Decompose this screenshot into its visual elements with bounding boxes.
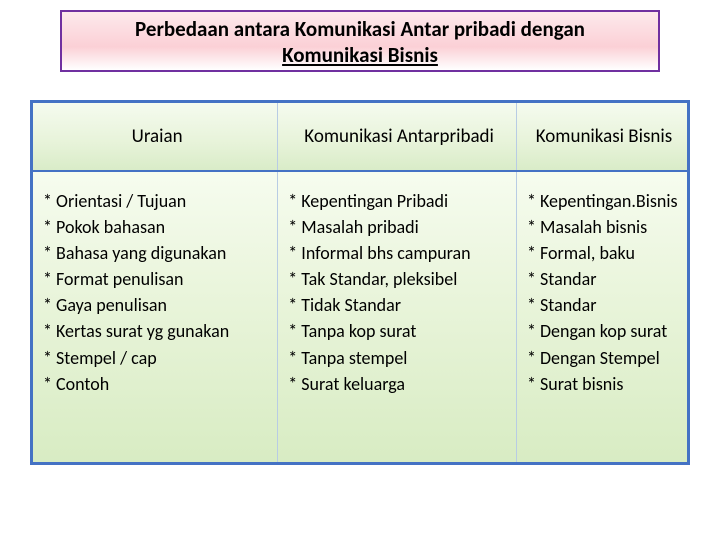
list-item: * Masalah bisnis bbox=[527, 214, 681, 240]
list-item: * Pokok bahasan bbox=[43, 214, 271, 240]
list-item: * Kepentingan.Bisnis bbox=[527, 188, 681, 214]
list-item: * Dengan kop surat bbox=[527, 318, 681, 344]
list-item: * Dengan Stempel bbox=[527, 345, 681, 371]
table-body-row: * Orientasi / Tujuan * Pokok bahasan * B… bbox=[33, 172, 687, 462]
list-item: * Stempel / cap bbox=[43, 345, 271, 371]
comparison-table: Uraian Komunikasi Antarpribadi Komunikas… bbox=[30, 100, 690, 465]
list-item: * Bahasa yang digunakan bbox=[43, 240, 271, 266]
list-item: * Gaya penulisan bbox=[43, 292, 271, 318]
header-bisnis: Komunikasi Bisnis bbox=[517, 103, 687, 170]
list-item: * Contoh bbox=[43, 371, 271, 397]
cell-uraian: * Orientasi / Tujuan * Pokok bahasan * B… bbox=[33, 172, 278, 462]
list-item: * Tanpa kop surat bbox=[288, 318, 510, 344]
header-uraian: Uraian bbox=[33, 103, 278, 170]
list-item: * Informal bhs campuran bbox=[288, 240, 510, 266]
header-antarpribadi: Komunikasi Antarpribadi bbox=[278, 103, 517, 170]
list-item: * Kepentingan Pribadi bbox=[288, 188, 510, 214]
list-item: * Standar bbox=[527, 292, 681, 318]
list-item: * Format penulisan bbox=[43, 266, 271, 292]
list-item: * Surat keluarga bbox=[288, 371, 510, 397]
title-box: Perbedaan antara Komunikasi Antar pribad… bbox=[60, 10, 660, 72]
cell-bisnis: * Kepentingan.Bisnis * Masalah bisnis * … bbox=[517, 172, 687, 462]
list-item: * Tanpa stempel bbox=[288, 345, 510, 371]
list-item: * Tak Standar, pleksibel bbox=[288, 266, 510, 292]
title-line2: Komunikasi Bisnis bbox=[282, 42, 438, 68]
list-item: * Masalah pribadi bbox=[288, 214, 510, 240]
title-line1: Perbedaan antara Komunikasi Antar pribad… bbox=[135, 16, 585, 42]
list-item: * Tidak Standar bbox=[288, 292, 510, 318]
list-item: * Formal, baku bbox=[527, 240, 681, 266]
list-item: * Kertas surat yg gunakan bbox=[43, 318, 271, 344]
list-item: * Surat bisnis bbox=[527, 371, 681, 397]
table-header-row: Uraian Komunikasi Antarpribadi Komunikas… bbox=[33, 103, 687, 172]
slide-title: Perbedaan antara Komunikasi Antar pribad… bbox=[70, 16, 650, 68]
cell-antarpribadi: * Kepentingan Pribadi * Masalah pribadi … bbox=[278, 172, 517, 462]
list-item: * Standar bbox=[527, 266, 681, 292]
list-item: * Orientasi / Tujuan bbox=[43, 188, 271, 214]
